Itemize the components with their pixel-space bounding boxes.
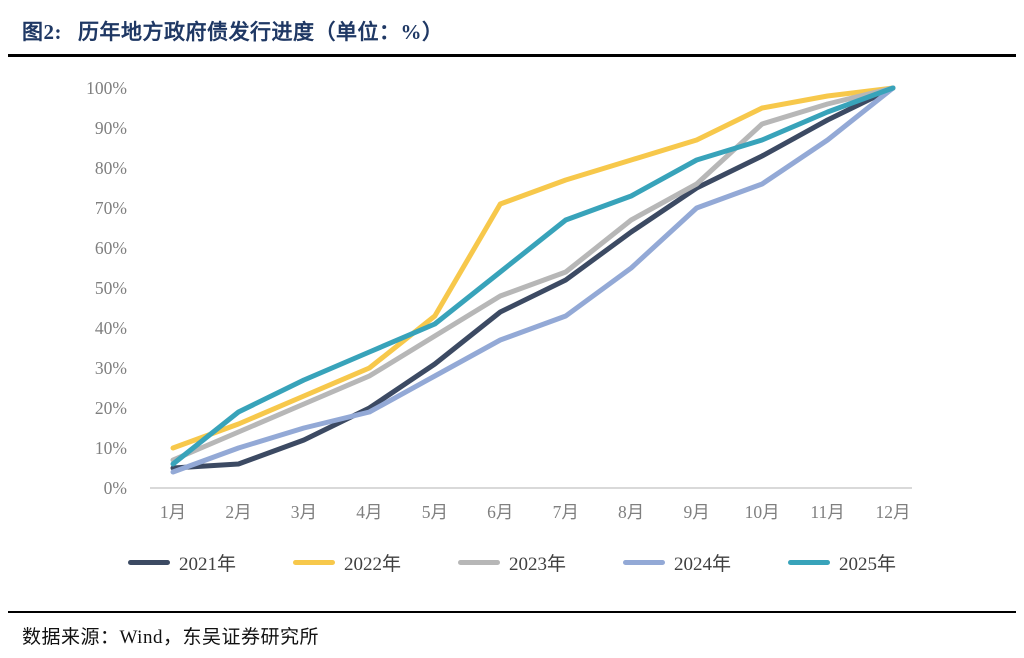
y-tick-label: 100%: [86, 78, 127, 98]
data-source: 数据来源：Wind，东吴证券研究所: [22, 622, 319, 649]
line-chart: 0% 10% 20% 30% 40% 50% 60% 70% 80% 90% 100% 1月 2月 3月 4…: [0, 60, 1024, 535]
y-tick-label: 70%: [95, 198, 127, 218]
x-tick-label: 4月: [356, 502, 382, 522]
legend-line-swatch-2025: [788, 560, 831, 565]
legend-item-2025: 2025年: [788, 549, 896, 576]
data-source-text: 数据来源：Wind，东吴证券研究所: [22, 627, 319, 648]
figure-header: 图2: 历年地方政府债发行进度（单位：%）: [22, 16, 444, 46]
legend-item-2022: 2022年: [292, 549, 401, 576]
x-tick-label: 12月: [876, 502, 911, 522]
legend-line-swatch-2021: [127, 560, 170, 565]
series-line-2022年: [170, 85, 896, 451]
y-tick-label: 80%: [95, 158, 127, 178]
x-tick-label: 11月: [810, 502, 844, 522]
x-tick-label: 6月: [487, 502, 513, 522]
x-tick-label: 8月: [618, 502, 644, 522]
chart-legend: 2021年 2022年 2023年 2024年 2025年: [0, 549, 1024, 576]
x-tick-label: 3月: [291, 502, 317, 522]
legend-label-2025: 2025年: [839, 554, 897, 575]
y-tick-label: 60%: [95, 238, 127, 258]
legend-line-swatch-2023: [457, 560, 500, 565]
top-divider: [8, 54, 1016, 57]
x-tick-label: 9月: [684, 502, 710, 522]
x-tick-label: 2月: [225, 502, 251, 522]
y-tick-label: 10%: [95, 438, 127, 458]
series-line-2024年: [170, 85, 896, 475]
legend-label-2022: 2022年: [343, 554, 401, 575]
series-line-2023年: [170, 85, 896, 463]
legend-label-2023: 2023年: [508, 554, 566, 575]
y-tick-label: 20%: [95, 398, 127, 418]
legend-line-swatch-2024: [623, 560, 665, 565]
x-tick-label: 7月: [553, 502, 579, 522]
legend-item-2024: 2024年: [623, 549, 731, 576]
figure-title: 历年地方政府债发行进度（单位：%）: [78, 20, 444, 44]
legend-label-2021: 2021年: [178, 554, 236, 575]
chart-canvas: 0% 10% 20% 30% 40% 50% 60% 70% 80% 90% 100% 1月 2月 3月 4…: [86, 78, 912, 522]
x-tick-label: 5月: [422, 502, 448, 522]
y-tick-label: 40%: [95, 318, 127, 338]
y-tick-label: 0%: [104, 478, 127, 498]
x-tick-label: 1月: [160, 502, 186, 522]
legend-label-2024: 2024年: [674, 554, 732, 575]
bottom-divider: [8, 611, 1016, 613]
figure-number: 图2:: [22, 20, 62, 44]
y-tick-label: 30%: [95, 358, 127, 378]
y-tick-label: 50%: [95, 278, 127, 298]
x-tick-label: 10月: [745, 502, 780, 522]
legend-line-swatch-2022: [292, 560, 335, 565]
legend-item-2021: 2021年: [127, 549, 236, 576]
legend-item-2023: 2023年: [457, 549, 566, 576]
y-tick-label: 90%: [95, 118, 127, 138]
series-line-2021年: [170, 85, 896, 471]
series-line-2025年: [170, 85, 896, 467]
